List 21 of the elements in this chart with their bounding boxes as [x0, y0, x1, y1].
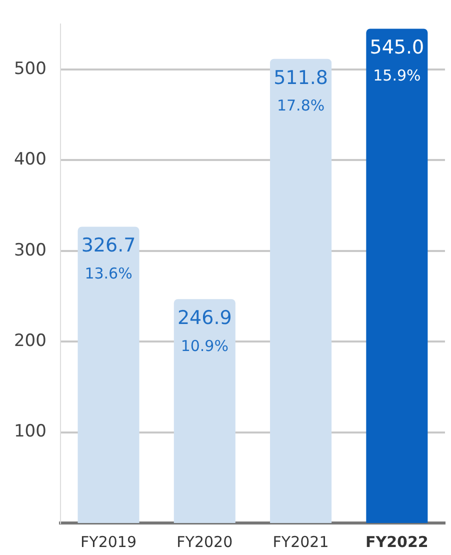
annotation: 17.8%	[276, 96, 325, 115]
y-tick-label: 100	[14, 422, 46, 442]
y-tick-label: 400	[14, 150, 46, 170]
y-tick-label: 500	[14, 58, 46, 79]
x-tick-label: FY2022	[366, 532, 428, 551]
x-tick-label: FY2021	[272, 532, 329, 551]
annotation: 13.6%	[84, 264, 132, 283]
bar	[270, 58, 332, 523]
y-tick-label: 300	[14, 240, 46, 260]
data-label: 511.8	[274, 66, 328, 89]
data-label: 326.7	[81, 234, 136, 257]
bar	[78, 226, 140, 523]
x-tick-label: FY2020	[176, 532, 233, 551]
annotation: 10.9%	[180, 336, 228, 355]
bar	[174, 299, 236, 523]
data-label: 246.9	[177, 307, 232, 330]
annotation: 15.9%	[373, 66, 421, 85]
x-tick-label: FY2019	[80, 532, 136, 551]
y-tick-label: 200	[14, 331, 46, 352]
bar	[366, 28, 428, 523]
data-label: 545.0	[370, 36, 424, 59]
